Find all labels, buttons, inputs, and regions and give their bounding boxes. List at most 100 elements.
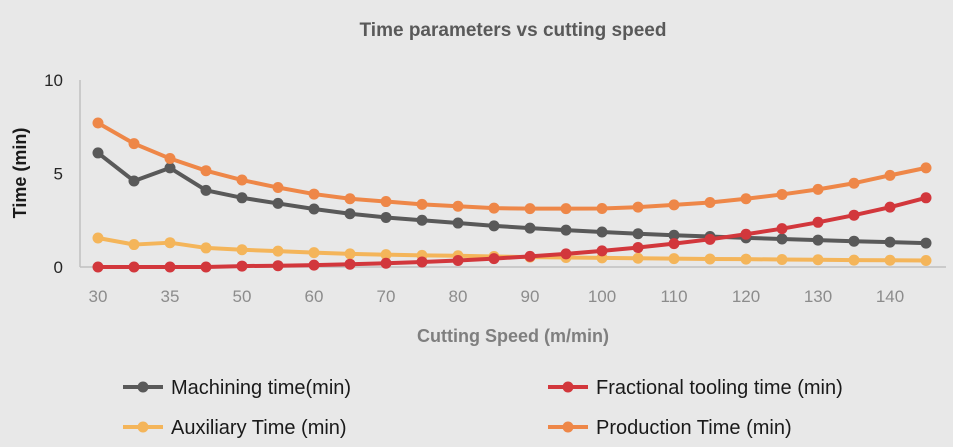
y-axis-title: Time (min) (10, 128, 30, 219)
x-tick-label: 30 (89, 287, 108, 306)
data-point (524, 250, 536, 262)
data-point (776, 233, 788, 245)
data-point (380, 196, 392, 208)
data-point (200, 184, 212, 196)
data-point (920, 237, 932, 249)
x-tick-label: 110 (660, 287, 687, 306)
legend-item: Machining time(min) (123, 377, 351, 399)
series-line (96, 150, 928, 246)
data-point (848, 209, 860, 221)
data-point (812, 254, 824, 266)
data-point (668, 229, 680, 241)
x-tick-label: 50 (233, 287, 252, 306)
x-tick-label: 80 (449, 287, 468, 306)
data-point (92, 232, 104, 244)
data-point (164, 261, 176, 273)
data-point (884, 236, 896, 248)
data-point (560, 203, 572, 215)
data-point (920, 162, 932, 174)
data-point (812, 216, 824, 228)
x-tick-label: 90 (521, 287, 540, 306)
legend-label: Fractional tooling time (min) (596, 377, 843, 399)
data-point (596, 202, 608, 214)
x-tick-label: 70 (377, 287, 396, 306)
data-point (272, 197, 284, 209)
data-point (308, 188, 320, 200)
series-1 (92, 147, 932, 249)
data-point (848, 235, 860, 247)
data-point (812, 234, 824, 246)
data-point (452, 217, 464, 229)
data-point (128, 175, 140, 187)
data-point (884, 201, 896, 213)
data-point (560, 224, 572, 236)
data-point (200, 242, 212, 254)
data-point (632, 242, 644, 254)
y-tick-label: 10 (44, 71, 63, 90)
data-point (92, 147, 104, 159)
legend-label: Production Time (min) (596, 417, 792, 439)
data-point (416, 256, 428, 268)
legend-item: Production Time (min) (548, 417, 792, 439)
data-point (488, 202, 500, 214)
x-tick-label: 60 (305, 287, 324, 306)
data-point (344, 248, 356, 260)
data-point (560, 248, 572, 260)
data-point (416, 198, 428, 210)
legend-marker (562, 421, 574, 433)
y-tick-labels: 0 5 10 (44, 71, 63, 277)
legend-marker (562, 381, 574, 393)
chart-title: Time parameters vs cutting speed (360, 20, 667, 41)
data-point (704, 196, 716, 208)
data-point (92, 117, 104, 129)
data-point (416, 214, 428, 226)
data-point (344, 208, 356, 220)
data-point (596, 226, 608, 238)
data-point (632, 228, 644, 240)
data-point (128, 138, 140, 150)
legend-item: Fractional tooling time (min) (548, 377, 843, 399)
data-point (380, 249, 392, 261)
data-point (488, 220, 500, 232)
data-point (164, 162, 176, 174)
data-point (740, 253, 752, 265)
x-tick-label: 100 (588, 287, 616, 306)
data-point (164, 153, 176, 165)
series-4 (92, 117, 932, 215)
legend: Machining time(min) Fractional tooling ti… (123, 377, 843, 439)
data-point (920, 192, 932, 204)
legend-label: Auxiliary Time (min) (171, 417, 347, 439)
legend-item: Auxiliary Time (min) (123, 417, 347, 439)
y-tick-label: 5 (54, 165, 63, 184)
data-point (308, 259, 320, 271)
x-tick-labels: 30 35 50 60 70 80 90 100 110 120 130 140 (89, 287, 905, 306)
series-layer (92, 117, 932, 273)
data-point (272, 260, 284, 272)
data-point (488, 253, 500, 265)
data-point (344, 258, 356, 270)
series-3 (92, 232, 932, 266)
x-tick-label: 130 (804, 287, 832, 306)
data-point (704, 253, 716, 265)
x-tick-label: 140 (876, 287, 904, 306)
data-point (776, 223, 788, 235)
series-line (96, 195, 928, 269)
series-line (96, 121, 928, 211)
data-point (308, 247, 320, 259)
data-point (524, 222, 536, 234)
data-point (668, 238, 680, 250)
data-point (884, 254, 896, 266)
data-point (632, 252, 644, 264)
data-point (740, 228, 752, 240)
data-point (776, 254, 788, 266)
data-point (92, 261, 104, 273)
data-point (236, 260, 248, 272)
data-point (668, 199, 680, 211)
data-point (920, 254, 932, 266)
data-point (308, 203, 320, 215)
x-tick-label: 120 (732, 287, 760, 306)
data-point (884, 169, 896, 181)
data-point (128, 261, 140, 273)
data-point (236, 192, 248, 204)
